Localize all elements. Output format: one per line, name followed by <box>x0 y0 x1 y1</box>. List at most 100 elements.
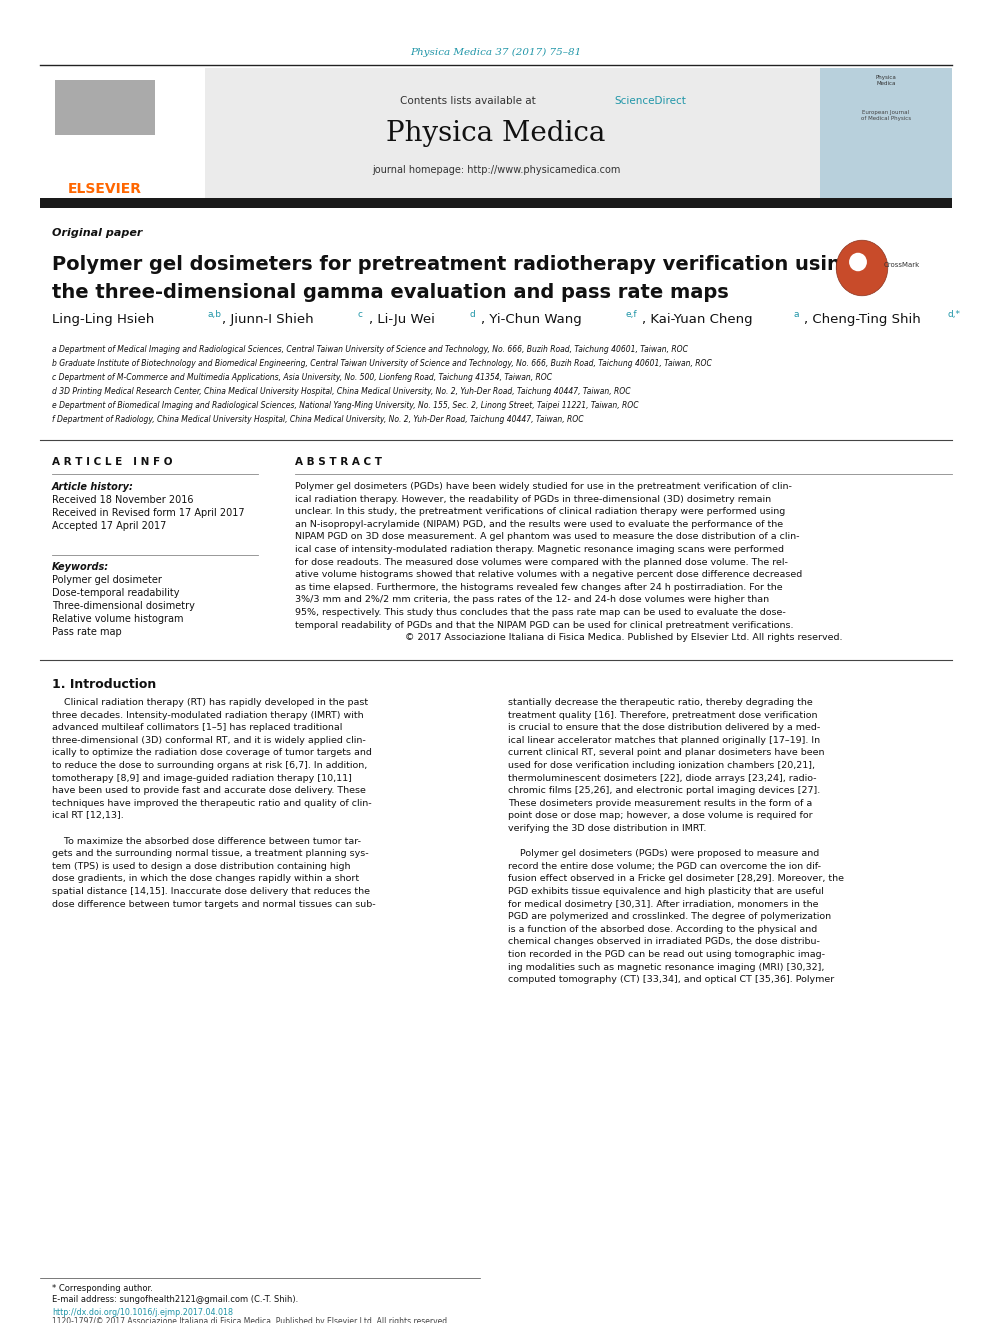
Text: E-mail address: sungofhealth2121@gmail.com (C.-T. Shih).: E-mail address: sungofhealth2121@gmail.c… <box>52 1295 299 1304</box>
Text: ScienceDirect: ScienceDirect <box>614 97 685 106</box>
Text: These dosimeters provide measurement results in the form of a: These dosimeters provide measurement res… <box>508 799 812 808</box>
Text: NIPAM PGD on 3D dose measurement. A gel phantom was used to measure the dose dis: NIPAM PGD on 3D dose measurement. A gel … <box>295 532 800 541</box>
Text: 1. Introduction: 1. Introduction <box>52 677 157 691</box>
Text: , Jiunn-I Shieh: , Jiunn-I Shieh <box>222 314 313 325</box>
Text: e,f: e,f <box>625 310 637 319</box>
Text: techniques have improved the therapeutic ratio and quality of clin-: techniques have improved the therapeutic… <box>52 799 372 808</box>
Text: ically to optimize the radiation dose coverage of tumor targets and: ically to optimize the radiation dose co… <box>52 749 372 757</box>
Text: 3%/3 mm and 2%/2 mm criteria, the pass rates of the 12- and 24-h dose volumes we: 3%/3 mm and 2%/2 mm criteria, the pass r… <box>295 595 769 605</box>
Text: Keywords:: Keywords: <box>52 562 109 572</box>
FancyBboxPatch shape <box>55 79 155 135</box>
Text: three decades. Intensity-modulated radiation therapy (IMRT) with: three decades. Intensity-modulated radia… <box>52 710 364 720</box>
FancyBboxPatch shape <box>820 67 952 198</box>
Text: b Graduate Institute of Biotechnology and Biomedical Engineering, Central Taiwan: b Graduate Institute of Biotechnology an… <box>52 359 712 368</box>
Text: Clinical radiation therapy (RT) has rapidly developed in the past: Clinical radiation therapy (RT) has rapi… <box>52 699 368 706</box>
Text: for medical dosimetry [30,31]. After irradiation, monomers in the: for medical dosimetry [30,31]. After irr… <box>508 900 818 909</box>
Text: fusion effect observed in a Fricke gel dosimeter [28,29]. Moreover, the: fusion effect observed in a Fricke gel d… <box>508 875 844 884</box>
Text: tion recorded in the PGD can be read out using tomographic imag-: tion recorded in the PGD can be read out… <box>508 950 825 959</box>
Text: Original paper: Original paper <box>52 228 143 238</box>
Text: Article history:: Article history: <box>52 482 134 492</box>
Ellipse shape <box>849 253 867 271</box>
FancyBboxPatch shape <box>40 198 952 208</box>
Text: journal homepage: http://www.physicamedica.com: journal homepage: http://www.physicamedi… <box>372 165 620 175</box>
Text: verifying the 3D dose distribution in IMRT.: verifying the 3D dose distribution in IM… <box>508 824 706 833</box>
Text: unclear. In this study, the pretreatment verifications of clinical radiation the: unclear. In this study, the pretreatment… <box>295 507 786 516</box>
Text: Dose-temporal readability: Dose-temporal readability <box>52 587 180 598</box>
Text: for dose readouts. The measured dose volumes were compared with the planned dose: for dose readouts. The measured dose vol… <box>295 557 788 566</box>
Text: Three-dimensional dosimetry: Three-dimensional dosimetry <box>52 601 194 611</box>
Text: thermoluminescent dosimeters [22], diode arrays [23,24], radio-: thermoluminescent dosimeters [22], diode… <box>508 774 816 783</box>
Text: Relative volume histogram: Relative volume histogram <box>52 614 184 624</box>
Text: Physica Medica 37 (2017) 75–81: Physica Medica 37 (2017) 75–81 <box>411 48 581 57</box>
Text: a Department of Medical Imaging and Radiological Sciences, Central Taiwan Univer: a Department of Medical Imaging and Radi… <box>52 345 688 355</box>
Text: European Journal
of Medical Physics: European Journal of Medical Physics <box>861 110 911 120</box>
Text: e Department of Biomedical Imaging and Radiological Sciences, National Yang-Ming: e Department of Biomedical Imaging and R… <box>52 401 639 410</box>
Text: three-dimensional (3D) conformal RT, and it is widely applied clin-: three-dimensional (3D) conformal RT, and… <box>52 736 366 745</box>
Text: A R T I C L E   I N F O: A R T I C L E I N F O <box>52 456 173 467</box>
Text: , Cheng-Ting Shih: , Cheng-Ting Shih <box>804 314 921 325</box>
Text: computed tomography (CT) [33,34], and optical CT [35,36]. Polymer: computed tomography (CT) [33,34], and op… <box>508 975 834 984</box>
Text: as time elapsed. Furthermore, the histograms revealed few changes after 24 h pos: as time elapsed. Furthermore, the histog… <box>295 583 783 591</box>
Text: a: a <box>793 310 799 319</box>
Text: spatial distance [14,15]. Inaccurate dose delivery that reduces the: spatial distance [14,15]. Inaccurate dos… <box>52 886 370 896</box>
Text: 1120-1797/© 2017 Associazione Italiana di Fisica Medica. Published by Elsevier L: 1120-1797/© 2017 Associazione Italiana d… <box>52 1316 449 1323</box>
Text: tem (TPS) is used to design a dose distribution containing high: tem (TPS) is used to design a dose distr… <box>52 861 350 871</box>
Text: Accepted 17 April 2017: Accepted 17 April 2017 <box>52 521 167 531</box>
Text: d: d <box>470 310 476 319</box>
Text: ELSEVIER: ELSEVIER <box>68 183 142 196</box>
Text: Polymer gel dosimeters for pretreatment radiotherapy verification using: Polymer gel dosimeters for pretreatment … <box>52 255 855 274</box>
Text: To maximize the absorbed dose difference between tumor tar-: To maximize the absorbed dose difference… <box>52 836 361 845</box>
Text: A B S T R A C T: A B S T R A C T <box>295 456 382 467</box>
Text: to reduce the dose to surrounding organs at risk [6,7]. In addition,: to reduce the dose to surrounding organs… <box>52 761 367 770</box>
Text: a,b: a,b <box>207 310 221 319</box>
Text: point dose or dose map; however, a dose volume is required for: point dose or dose map; however, a dose … <box>508 811 812 820</box>
Text: ing modalities such as magnetic resonance imaging (MRI) [30,32],: ing modalities such as magnetic resonanc… <box>508 963 824 971</box>
Text: Polymer gel dosimeter: Polymer gel dosimeter <box>52 576 162 585</box>
Ellipse shape <box>836 241 888 296</box>
Text: Ling-Ling Hsieh: Ling-Ling Hsieh <box>52 314 154 325</box>
Text: dose difference between tumor targets and normal tissues can sub-: dose difference between tumor targets an… <box>52 900 376 909</box>
Text: the three-dimensional gamma evaluation and pass rate maps: the three-dimensional gamma evaluation a… <box>52 283 729 302</box>
Text: , Kai-Yuan Cheng: , Kai-Yuan Cheng <box>642 314 753 325</box>
Text: record the entire dose volume; the PGD can overcome the ion dif-: record the entire dose volume; the PGD c… <box>508 861 821 871</box>
Text: Received 18 November 2016: Received 18 November 2016 <box>52 495 193 505</box>
FancyBboxPatch shape <box>40 67 205 198</box>
Text: PGD are polymerized and crosslinked. The degree of polymerization: PGD are polymerized and crosslinked. The… <box>508 912 831 921</box>
Text: d 3D Printing Medical Research Center, China Medical University Hospital, China : d 3D Printing Medical Research Center, C… <box>52 388 631 396</box>
Text: Physica
Medica: Physica Medica <box>876 75 897 86</box>
Text: have been used to provide fast and accurate dose delivery. These: have been used to provide fast and accur… <box>52 786 366 795</box>
Text: http://dx.doi.org/10.1016/j.ejmp.2017.04.018: http://dx.doi.org/10.1016/j.ejmp.2017.04… <box>52 1308 233 1316</box>
Text: Received in Revised form 17 April 2017: Received in Revised form 17 April 2017 <box>52 508 245 519</box>
Text: ical case of intensity-modulated radiation therapy. Magnetic resonance imaging s: ical case of intensity-modulated radiati… <box>295 545 784 554</box>
Text: ical radiation therapy. However, the readability of PGDs in three-dimensional (3: ical radiation therapy. However, the rea… <box>295 495 771 504</box>
Text: , Li-Ju Wei: , Li-Ju Wei <box>369 314 434 325</box>
Text: ical linear accelerator matches that planned originally [17–19]. In: ical linear accelerator matches that pla… <box>508 736 820 745</box>
Text: 95%, respectively. This study thus concludes that the pass rate map can be used : 95%, respectively. This study thus concl… <box>295 609 786 617</box>
Text: tomotherapy [8,9] and image-guided radiation therapy [10,11]: tomotherapy [8,9] and image-guided radia… <box>52 774 352 783</box>
Text: Pass rate map: Pass rate map <box>52 627 122 636</box>
Text: an N-isopropyl-acrylamide (NIPAM) PGD, and the results were used to evaluate the: an N-isopropyl-acrylamide (NIPAM) PGD, a… <box>295 520 783 529</box>
Text: d,*: d,* <box>948 310 961 319</box>
Text: gets and the surrounding normal tissue, a treatment planning sys-: gets and the surrounding normal tissue, … <box>52 849 369 859</box>
Text: Physica Medica: Physica Medica <box>386 120 606 147</box>
Text: CrossMark: CrossMark <box>884 262 921 269</box>
Text: c Department of M-Commerce and Multimedia Applications, Asia University, No. 500: c Department of M-Commerce and Multimedi… <box>52 373 553 382</box>
Text: is a function of the absorbed dose. According to the physical and: is a function of the absorbed dose. Acco… <box>508 925 817 934</box>
Text: chromic films [25,26], and electronic portal imaging devices [27].: chromic films [25,26], and electronic po… <box>508 786 820 795</box>
Text: is crucial to ensure that the dose distribution delivered by a med-: is crucial to ensure that the dose distr… <box>508 724 820 732</box>
Text: advanced multileaf collimators [1–5] has replaced traditional: advanced multileaf collimators [1–5] has… <box>52 724 342 732</box>
Text: PGD exhibits tissue equivalence and high plasticity that are useful: PGD exhibits tissue equivalence and high… <box>508 886 824 896</box>
Text: , Yi-Chun Wang: , Yi-Chun Wang <box>481 314 581 325</box>
Text: Polymer gel dosimeters (PGDs) were proposed to measure and: Polymer gel dosimeters (PGDs) were propo… <box>508 849 819 859</box>
Text: © 2017 Associazione Italiana di Fisica Medica. Published by Elsevier Ltd. All ri: © 2017 Associazione Italiana di Fisica M… <box>405 634 842 642</box>
Text: current clinical RT, several point and planar dosimeters have been: current clinical RT, several point and p… <box>508 749 824 757</box>
Text: Contents lists available at: Contents lists available at <box>400 97 539 106</box>
Text: temporal readability of PGDs and that the NIPAM PGD can be used for clinical pre: temporal readability of PGDs and that th… <box>295 620 794 630</box>
Text: c: c <box>358 310 363 319</box>
Text: chemical changes observed in irradiated PGDs, the dose distribu-: chemical changes observed in irradiated … <box>508 938 819 946</box>
Text: f Department of Radiology, China Medical University Hospital, China Medical Univ: f Department of Radiology, China Medical… <box>52 415 583 423</box>
Text: treatment quality [16]. Therefore, pretreatment dose verification: treatment quality [16]. Therefore, pretr… <box>508 710 817 720</box>
Text: used for dose verification including ionization chambers [20,21],: used for dose verification including ion… <box>508 761 815 770</box>
Text: ical RT [12,13].: ical RT [12,13]. <box>52 811 124 820</box>
Text: Polymer gel dosimeters (PGDs) have been widely studied for use in the pretreatme: Polymer gel dosimeters (PGDs) have been … <box>295 482 792 491</box>
